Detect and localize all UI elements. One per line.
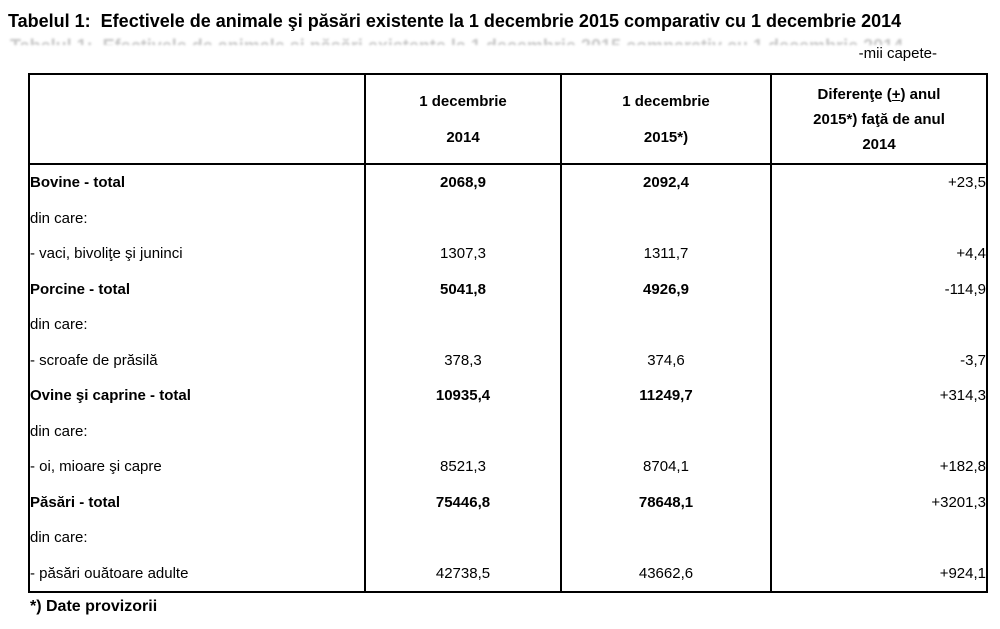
table-body: Bovine - total 2068,9 2092,4 +23,5 din c… xyxy=(29,164,987,592)
header-dec-2015-line2: 2015*) xyxy=(643,128,689,146)
header-empty xyxy=(29,74,365,165)
row-label: Bovine - total xyxy=(30,174,126,192)
value-diff: -114,9 xyxy=(770,271,987,307)
header-difference: Diferenţe (+) anul 2015*) faţă de anul 2… xyxy=(770,74,987,165)
value-2015: 43662,6 xyxy=(560,555,771,592)
value-diff: +4,4 xyxy=(770,236,987,272)
value-2015: 4926,9 xyxy=(560,271,771,307)
row-label: din care: xyxy=(30,316,88,334)
footnote: *) Date provizorii xyxy=(30,598,158,615)
value-2014: 1307,3 xyxy=(364,236,561,272)
row-label: Ovine şi caprine - total xyxy=(30,387,191,405)
value-2015: 8704,1 xyxy=(560,449,771,485)
header-difference-line2: 2015*) faţă de anul xyxy=(813,110,945,128)
header-row: 1 decembrie 2014 1 decembrie 2015*) Dife… xyxy=(29,74,987,165)
header-difference-line1: Diferenţe (+) anul xyxy=(817,85,941,103)
value-2014: 10935,4 xyxy=(364,378,561,414)
header-difference-line3: 2014 xyxy=(862,135,896,153)
value-2015: 2092,4 xyxy=(560,164,771,201)
value-2014: 75446,8 xyxy=(364,484,561,520)
value-diff: +924,1 xyxy=(770,555,987,592)
value-diff: +182,8 xyxy=(770,449,987,485)
header-dec-2015-line1: 1 decembrie xyxy=(622,92,710,110)
row-label: Porcine - total xyxy=(30,280,131,298)
value-diff: +314,3 xyxy=(770,378,987,414)
plus-minus-sign: + xyxy=(891,85,901,103)
table-row-din-care: din care: xyxy=(29,307,987,343)
table-row-oi: - oi, mioare şi capre 8521,3 8704,1 +182… xyxy=(29,449,987,485)
table-row-pasari-total: Păsări - total 75446,8 78648,1 +3201,3 xyxy=(29,484,987,520)
value-2014: 2068,9 xyxy=(364,164,561,201)
header-dec-2014-line1: 1 decembrie xyxy=(419,92,507,110)
value-2014 xyxy=(364,200,561,236)
table-row-vaci: - vaci, bivoliţe şi juninci 1307,3 1311,… xyxy=(29,236,987,272)
table-header: 1 decembrie 2014 1 decembrie 2015*) Dife… xyxy=(29,74,987,165)
unit-note: -mii capete- xyxy=(858,45,937,62)
row-label: din care: xyxy=(30,529,88,547)
value-2015: 374,6 xyxy=(560,342,771,378)
value-diff xyxy=(770,200,987,236)
value-2014 xyxy=(364,307,561,343)
value-2014: 42738,5 xyxy=(364,555,561,592)
table-row-pasari-ouatoare: - păsări ouătoare adulte 42738,5 43662,6… xyxy=(29,555,987,592)
table-row-ovine-total: Ovine şi caprine - total 10935,4 11249,7… xyxy=(29,378,987,414)
row-label: - oi, mioare şi capre xyxy=(30,458,162,476)
value-diff: +3201,3 xyxy=(770,484,987,520)
value-2015 xyxy=(560,200,771,236)
value-diff xyxy=(770,307,987,343)
table-row-scroafe: - scroafe de prăsilă 378,3 374,6 -3,7 xyxy=(29,342,987,378)
page-title: Tabelul 1: Efectivele de animale şi păsă… xyxy=(8,11,902,31)
value-diff xyxy=(770,413,987,449)
value-diff xyxy=(770,520,987,556)
header-dec-2014: 1 decembrie 2014 xyxy=(364,74,561,165)
table-row-din-care: din care: xyxy=(29,413,987,449)
value-2014: 5041,8 xyxy=(364,271,561,307)
value-diff: -3,7 xyxy=(770,342,987,378)
value-2015: 1311,7 xyxy=(560,236,771,272)
title-ghost-artifact: Tabelul 1: Efectivele de animale şi păsă… xyxy=(10,36,998,45)
row-label: din care: xyxy=(30,209,88,227)
value-2015 xyxy=(560,520,771,556)
table-row-bovine-total: Bovine - total 2068,9 2092,4 +23,5 xyxy=(29,164,987,201)
row-label: - vaci, bivoliţe şi juninci xyxy=(30,245,183,263)
table-row-din-care: din care: xyxy=(29,200,987,236)
value-2014 xyxy=(364,520,561,556)
row-label: Păsări - total xyxy=(30,493,121,511)
value-2015 xyxy=(560,307,771,343)
value-diff: +23,5 xyxy=(770,164,987,201)
table-row-porcine-total: Porcine - total 5041,8 4926,9 -114,9 xyxy=(29,271,987,307)
header-dec-2015: 1 decembrie 2015*) xyxy=(560,74,771,165)
row-label: din care: xyxy=(30,422,88,440)
value-2014 xyxy=(364,413,561,449)
table-row-din-care: din care: xyxy=(29,520,987,556)
value-2015: 11249,7 xyxy=(560,378,771,414)
row-label: - păsări ouătoare adulte xyxy=(30,564,189,582)
header-dec-2014-line2: 2014 xyxy=(446,128,480,146)
animals-table: 1 decembrie 2014 1 decembrie 2015*) Dife… xyxy=(28,73,988,593)
value-2014: 378,3 xyxy=(364,342,561,378)
row-label: - scroafe de prăsilă xyxy=(30,351,158,369)
value-2014: 8521,3 xyxy=(364,449,561,485)
value-2015: 78648,1 xyxy=(560,484,771,520)
value-2015 xyxy=(560,413,771,449)
